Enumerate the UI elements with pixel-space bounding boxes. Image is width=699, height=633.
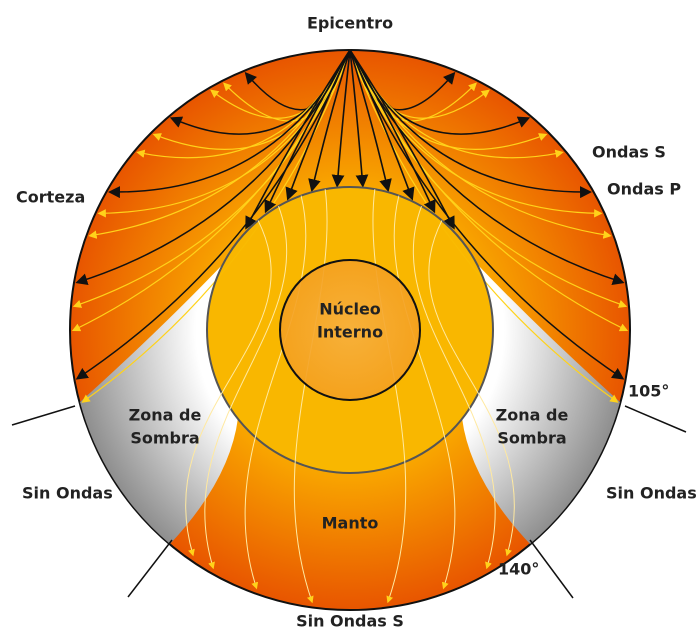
- ray: [331, 49, 351, 188]
- ray: [428, 220, 515, 557]
- label: 140°: [498, 560, 539, 579]
- label: Sin Ondas: [22, 484, 113, 503]
- label: 105°: [628, 382, 669, 401]
- label: Ondas S: [592, 143, 666, 162]
- ray: [349, 49, 415, 201]
- label: Manto: [322, 514, 379, 533]
- ray: [308, 49, 351, 193]
- label: Zona de: [129, 406, 202, 425]
- ray: [349, 49, 455, 230]
- line: [529, 539, 574, 599]
- ray: [245, 49, 351, 230]
- ray: [244, 195, 307, 590]
- ray: [349, 49, 369, 188]
- ray: [349, 49, 392, 193]
- shadow-zone: [80, 262, 238, 544]
- ray: [349, 49, 628, 308]
- label: Sombra: [130, 429, 199, 448]
- ray: [349, 49, 612, 239]
- label: Núcleo: [319, 300, 381, 319]
- ray: [185, 220, 272, 557]
- shadow-zone: [462, 262, 620, 544]
- core-rays: [185, 189, 515, 604]
- line: [127, 539, 173, 598]
- label: Epicentro: [307, 14, 393, 33]
- label: Sin Ondas S: [296, 612, 404, 631]
- ray: [204, 205, 288, 570]
- inner-core: [279, 259, 421, 401]
- angle-lines: [11, 405, 687, 599]
- ray: [412, 205, 496, 570]
- label: Sombra: [497, 429, 566, 448]
- label: Ondas P: [607, 180, 681, 199]
- ray: [71, 49, 351, 332]
- ray: [88, 49, 351, 239]
- ray: [349, 49, 625, 380]
- ray: [393, 195, 456, 590]
- label: Corteza: [16, 188, 85, 207]
- label: Interno: [317, 323, 383, 342]
- rays: [71, 49, 629, 403]
- label: Sin Ondas: [606, 484, 697, 503]
- line: [11, 405, 76, 426]
- line: [624, 405, 687, 433]
- ray: [75, 49, 351, 380]
- ray: [349, 49, 436, 214]
- ray: [285, 49, 351, 201]
- label: Zona de: [496, 406, 569, 425]
- ray: [264, 49, 351, 214]
- ray: [72, 49, 351, 308]
- ray: [349, 49, 629, 332]
